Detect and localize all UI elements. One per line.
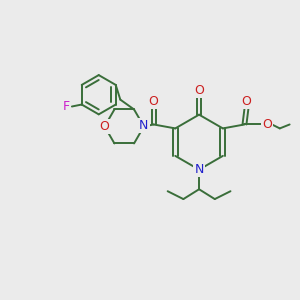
Text: N: N (139, 119, 148, 132)
Text: F: F (62, 100, 70, 113)
Text: O: O (149, 95, 159, 108)
Text: O: O (242, 95, 251, 108)
Text: N: N (194, 163, 204, 176)
Text: O: O (194, 84, 204, 97)
Text: O: O (262, 118, 272, 131)
Text: O: O (100, 120, 110, 133)
